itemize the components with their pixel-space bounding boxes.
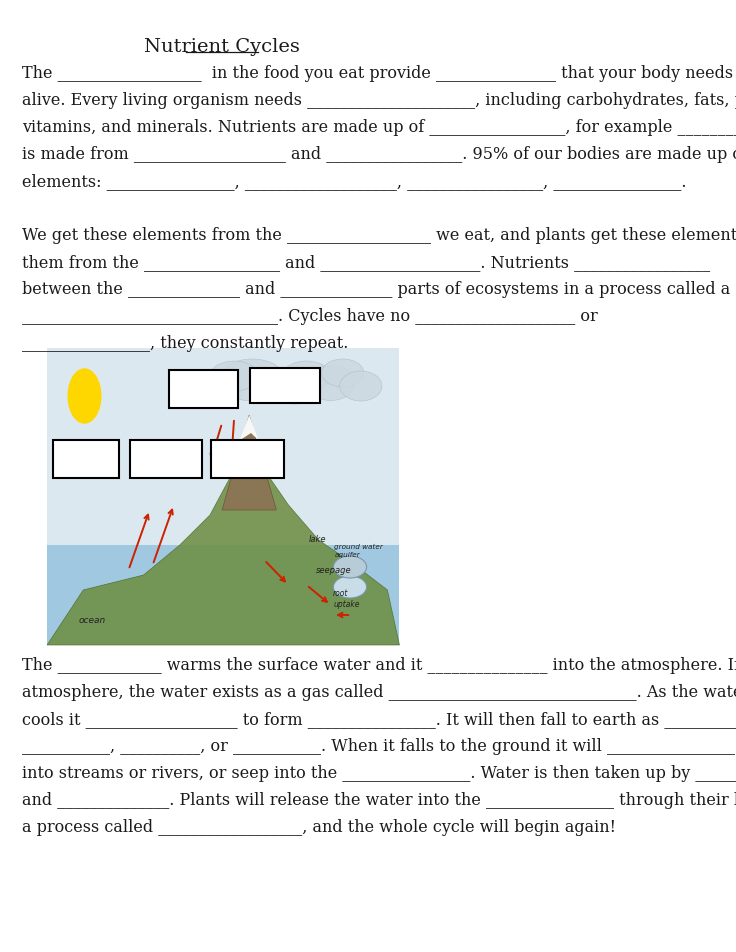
Ellipse shape [333, 556, 367, 578]
Text: lake: lake [309, 535, 327, 544]
Bar [250, 368, 320, 403]
Bar [211, 440, 283, 478]
Bar [53, 440, 119, 478]
Text: them from the _________________ and ____________________. Nutrients ____________: them from the _________________ and ____… [22, 254, 710, 271]
Polygon shape [222, 415, 277, 510]
Text: between the ______________ and ______________ parts of ecosystems in a process c: between the ______________ and _________… [22, 281, 730, 298]
Text: vitamins, and minerals. Nutrients are made up of _________________, for example : vitamins, and minerals. Nutrients are ma… [22, 119, 736, 136]
Ellipse shape [267, 372, 322, 404]
Text: ________________________________. Cycles have no ____________________ or: ________________________________. Cycles… [22, 308, 598, 325]
Bar [130, 440, 202, 478]
Text: cools it ___________________ to form ________________. It will then fall to eart: cools it ___________________ to form ___… [22, 711, 736, 728]
Text: atmosphere, the water exists as a gas called _______________________________. As: atmosphere, the water exists as a gas ca… [22, 684, 736, 701]
Text: and ______________. Plants will release the water into the ________________ thro: and ______________. Plants will release … [22, 792, 736, 809]
Ellipse shape [340, 371, 382, 401]
Text: We get these elements from the __________________ we eat, and plants get these e: We get these elements from the _________… [22, 227, 736, 244]
Text: ocean: ocean [79, 616, 106, 625]
Text: into streams or rivers, or seep into the ________________. Water is then taken u: into streams or rivers, or seep into the… [22, 765, 736, 782]
Ellipse shape [283, 361, 330, 391]
Ellipse shape [210, 361, 258, 391]
Ellipse shape [306, 366, 355, 401]
Text: ground water
aquifer: ground water aquifer [334, 545, 383, 558]
Polygon shape [47, 430, 400, 645]
Ellipse shape [189, 372, 243, 407]
Text: alive. Every living organism needs _____________________, including carbohydrate: alive. Every living organism needs _____… [22, 92, 736, 109]
Bar [169, 370, 238, 408]
Text: ________________, they constantly repeat.: ________________, they constantly repeat… [22, 335, 348, 352]
Bar [47, 545, 400, 645]
Text: root
uptake: root uptake [333, 589, 360, 609]
Polygon shape [240, 415, 258, 440]
Ellipse shape [322, 359, 364, 387]
Text: The __________________  in the food you eat provide _______________ that your bo: The __________________ in the food you e… [22, 65, 736, 82]
Ellipse shape [219, 359, 286, 401]
Text: Nutrient Cycles: Nutrient Cycles [144, 38, 300, 56]
Circle shape [68, 369, 101, 423]
Bar [47, 348, 400, 645]
Text: is made from ___________________ and _________________. 95% of our bodies are ma: is made from ___________________ and ___… [22, 146, 736, 163]
Ellipse shape [333, 576, 367, 598]
Text: a process called __________________, and the whole cycle will begin again!: a process called __________________, and… [22, 819, 616, 836]
Text: The _____________ warms the surface water and it _______________ into the atmosp: The _____________ warms the surface wate… [22, 657, 736, 674]
Text: seepage: seepage [316, 566, 352, 575]
Text: elements: ________________, ___________________, _________________, ____________: elements: ________________, ____________… [22, 173, 686, 190]
Text: ___________, __________, or ___________. When it falls to the ground it will ___: ___________, __________, or ___________.… [22, 738, 735, 755]
